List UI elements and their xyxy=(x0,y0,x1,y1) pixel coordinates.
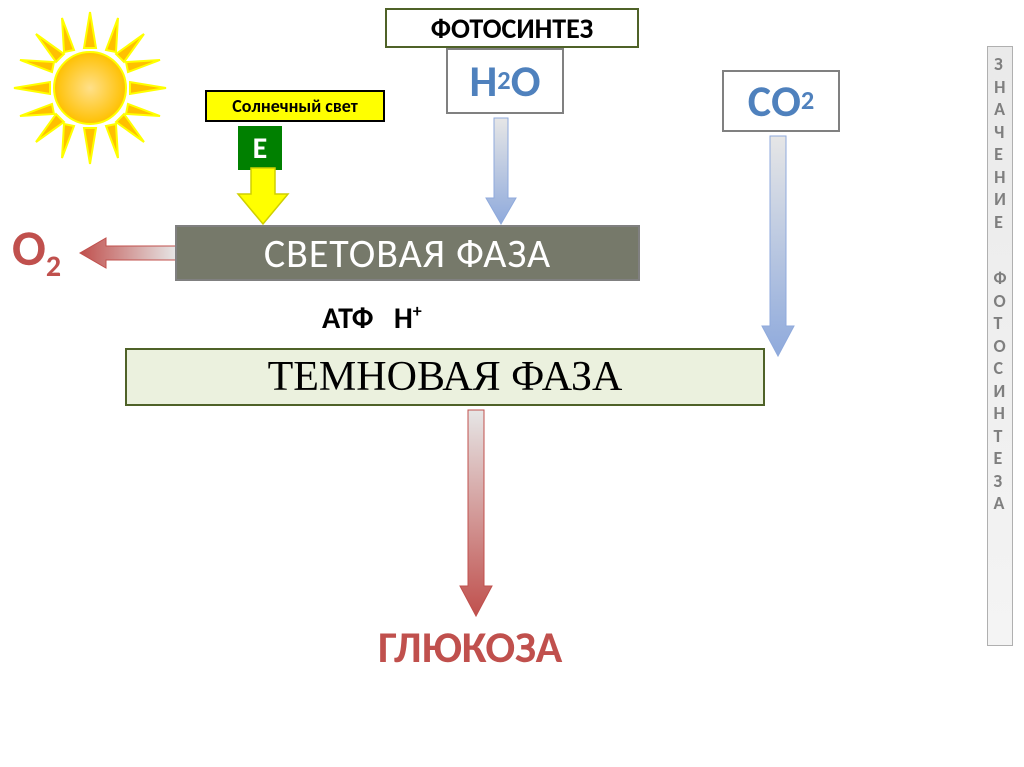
arrow-co2-down xyxy=(762,136,794,356)
h2o-tail: О xyxy=(511,54,541,108)
o2-base: О xyxy=(12,218,46,279)
glucose-text: ГЛЮКОЗА xyxy=(378,620,562,674)
dark-phase-text: ТЕМНОВАЯ ФАЗА xyxy=(268,353,623,401)
arrow-glucose-down xyxy=(460,410,492,616)
dark-phase-box: ТЕМНОВАЯ ФАЗА xyxy=(125,348,765,406)
o2-sub: 2 xyxy=(46,248,61,285)
atp-text: АТФ xyxy=(322,300,373,337)
energy-box: Е xyxy=(238,126,282,170)
sidebar-word2: ФОТОСИНТЕЗА xyxy=(993,267,1006,515)
h-sup: + xyxy=(413,300,422,322)
sidebar-word1: ЗНАЧЕНИЕ xyxy=(994,53,1006,233)
h2o-sub: 2 xyxy=(497,65,510,97)
light-phase-box: СВЕТОВАЯ ФАЗА xyxy=(175,225,640,281)
energy-symbol: Е xyxy=(253,130,268,167)
arrow-h2o-down xyxy=(486,118,516,224)
sunlight-label: Солнечный свет xyxy=(205,90,385,122)
co2-box: СО2 xyxy=(722,70,840,132)
arrow-o2-left xyxy=(80,238,176,268)
sunlight-text: Солнечный свет xyxy=(232,95,358,117)
h-text: Н xyxy=(394,300,413,337)
title-box: ФОТОСИНТЕЗ xyxy=(385,8,639,48)
title-text: ФОТОСИНТЕЗ xyxy=(431,11,594,46)
o2-label: О2 xyxy=(12,218,61,285)
sidebar-vertical: ЗНАЧЕНИЕ ФОТОСИНТЕЗА xyxy=(987,46,1013,646)
arrow-light-down xyxy=(238,168,288,224)
sun-icon xyxy=(10,8,170,168)
glucose-label: ГЛЮКОЗА xyxy=(378,620,562,674)
h2o-base: Н xyxy=(470,54,498,108)
atp-label: АТФ Н+ xyxy=(322,300,422,337)
light-phase-text: СВЕТОВАЯ ФАЗА xyxy=(264,229,551,278)
co2-base: СО xyxy=(748,74,801,128)
co2-sub: 2 xyxy=(801,85,814,117)
h2o-box: Н2О xyxy=(446,48,564,114)
